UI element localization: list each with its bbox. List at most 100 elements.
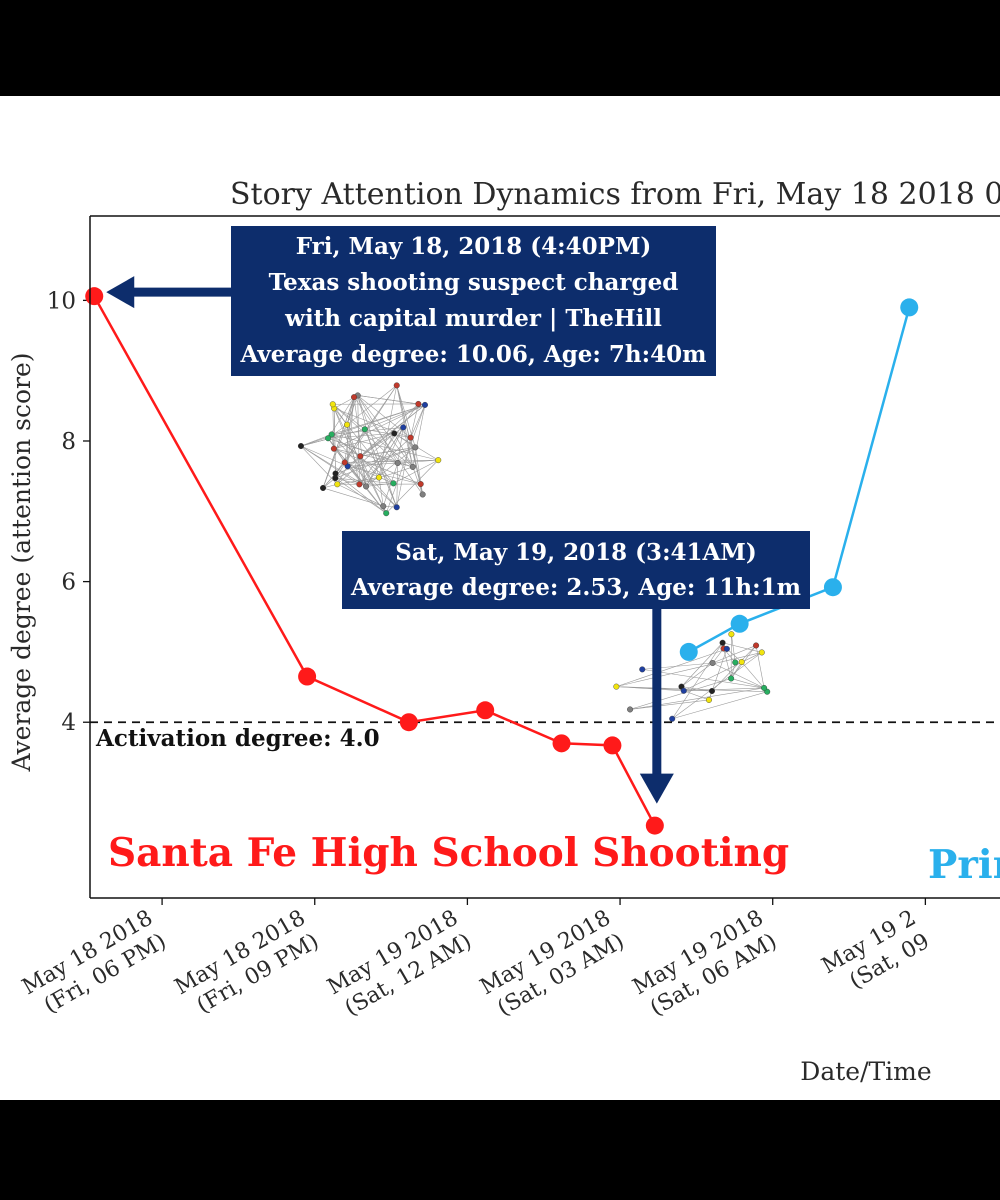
graph-edge bbox=[300, 445, 348, 467]
graph-node bbox=[732, 659, 739, 666]
graph-node bbox=[421, 401, 428, 408]
graph-edge bbox=[731, 634, 736, 663]
graph-node bbox=[723, 645, 730, 652]
graph-node bbox=[375, 474, 382, 481]
graph-edge bbox=[366, 483, 394, 487]
graph-edge bbox=[322, 397, 355, 489]
graph-edge bbox=[630, 699, 709, 710]
graph-node bbox=[391, 430, 398, 437]
graph-node bbox=[708, 688, 715, 695]
graph-node bbox=[390, 480, 397, 487]
data-point bbox=[476, 701, 495, 720]
graph-edge bbox=[672, 691, 768, 720]
graph-node bbox=[393, 382, 400, 389]
graph-node bbox=[728, 675, 735, 682]
graph-edge bbox=[353, 397, 367, 487]
y-tick-label: 6 bbox=[61, 570, 76, 596]
graph-node bbox=[330, 445, 337, 452]
annotation-line: with capital murder | TheHill bbox=[285, 305, 662, 332]
graph-edge bbox=[731, 678, 765, 689]
graph-edge bbox=[415, 447, 423, 495]
graph-node bbox=[329, 401, 336, 408]
annotation-line: Fri, May 18, 2018 (4:40PM) bbox=[295, 233, 652, 260]
graph-edge bbox=[331, 404, 426, 435]
graph-edge bbox=[616, 686, 684, 692]
graph-edge bbox=[681, 662, 713, 687]
annotation-box-final: Sat, May 19, 2018 (3:41AM) Average degre… bbox=[342, 531, 810, 609]
graph-edge bbox=[300, 428, 365, 447]
graph-edge bbox=[332, 404, 398, 464]
x-tick-label: May 19 2018(Sat, 12 AM) bbox=[323, 906, 475, 1024]
graph-node bbox=[417, 481, 424, 488]
annotation-arrow-head-1 bbox=[106, 276, 135, 309]
graph-node bbox=[380, 503, 387, 510]
graph-edge bbox=[365, 427, 404, 487]
network-graph-thumbnail-2 bbox=[613, 631, 771, 722]
x-tick-label: May 19 2018(Sat, 03 AM) bbox=[476, 906, 628, 1024]
graph-node bbox=[325, 435, 332, 442]
data-point bbox=[823, 578, 842, 597]
data-point bbox=[645, 816, 664, 835]
graph-edge bbox=[365, 447, 416, 487]
graph-node bbox=[320, 484, 327, 491]
graph-edge bbox=[327, 396, 355, 439]
data-point bbox=[552, 734, 571, 753]
x-tick-label: May 18 2018(Fri, 09 PM) bbox=[171, 906, 323, 1024]
graph-node bbox=[758, 649, 765, 656]
graph-node bbox=[680, 687, 687, 694]
x-axis-label: Date/Time bbox=[800, 1057, 931, 1086]
graph-node bbox=[357, 453, 364, 460]
graph-edge bbox=[364, 428, 411, 438]
graph-edge bbox=[642, 669, 765, 689]
data-point bbox=[85, 287, 104, 306]
graph-edge bbox=[397, 459, 439, 464]
graph-edge bbox=[386, 459, 439, 514]
graph-edge bbox=[712, 662, 765, 689]
graph-edge bbox=[616, 648, 727, 687]
graph-edge bbox=[300, 404, 426, 447]
graph-node bbox=[412, 444, 419, 451]
graph-edge bbox=[335, 477, 360, 485]
data-point bbox=[730, 614, 749, 633]
graph-node bbox=[613, 683, 620, 690]
graph-edge bbox=[322, 487, 384, 507]
graph-node bbox=[344, 421, 351, 428]
graph-edge bbox=[322, 404, 426, 489]
graph-node bbox=[728, 631, 735, 638]
graph-edge bbox=[346, 385, 397, 425]
series-label-santa-fe: Santa Fe High School Shooting bbox=[108, 830, 789, 876]
graph-edge bbox=[346, 397, 355, 425]
graph-edge bbox=[357, 395, 414, 468]
graph-node bbox=[356, 481, 363, 488]
graph-node bbox=[351, 394, 358, 401]
graph-node bbox=[297, 443, 304, 450]
graph-node bbox=[383, 510, 390, 517]
x-tick-label: May 18 2018(Fri, 06 PM) bbox=[18, 906, 170, 1024]
graph-edge bbox=[357, 395, 426, 406]
graph-edge bbox=[410, 404, 426, 438]
data-point bbox=[399, 713, 418, 732]
graph-edge bbox=[333, 433, 395, 449]
graph-node bbox=[332, 470, 339, 477]
graph-edge bbox=[353, 396, 423, 495]
top-letterbox bbox=[0, 0, 1000, 96]
graph-node bbox=[738, 659, 745, 666]
graph-edge bbox=[346, 424, 367, 487]
graph-node bbox=[719, 639, 726, 646]
y-tick-label: 10 bbox=[47, 288, 76, 314]
graph-edge bbox=[333, 408, 336, 474]
graph-edge bbox=[755, 645, 765, 688]
y-axis-label: Average degree (attention score) bbox=[7, 352, 36, 772]
graph-edge bbox=[378, 477, 384, 507]
graph-edge bbox=[332, 404, 413, 468]
graph-edge bbox=[344, 397, 355, 463]
annotation-line: Texas shooting suspect charged bbox=[268, 269, 679, 296]
series-label-second-story: Prin bbox=[928, 842, 1000, 888]
graph-edge bbox=[357, 395, 411, 438]
graph-edge bbox=[722, 642, 762, 653]
x-tick-label: May 19 2018(Sat, 06 AM) bbox=[629, 906, 781, 1024]
graph-node bbox=[393, 504, 400, 511]
y-tick-label: 8 bbox=[61, 429, 76, 455]
graph-edge bbox=[671, 642, 723, 719]
graph-edge bbox=[383, 462, 399, 507]
